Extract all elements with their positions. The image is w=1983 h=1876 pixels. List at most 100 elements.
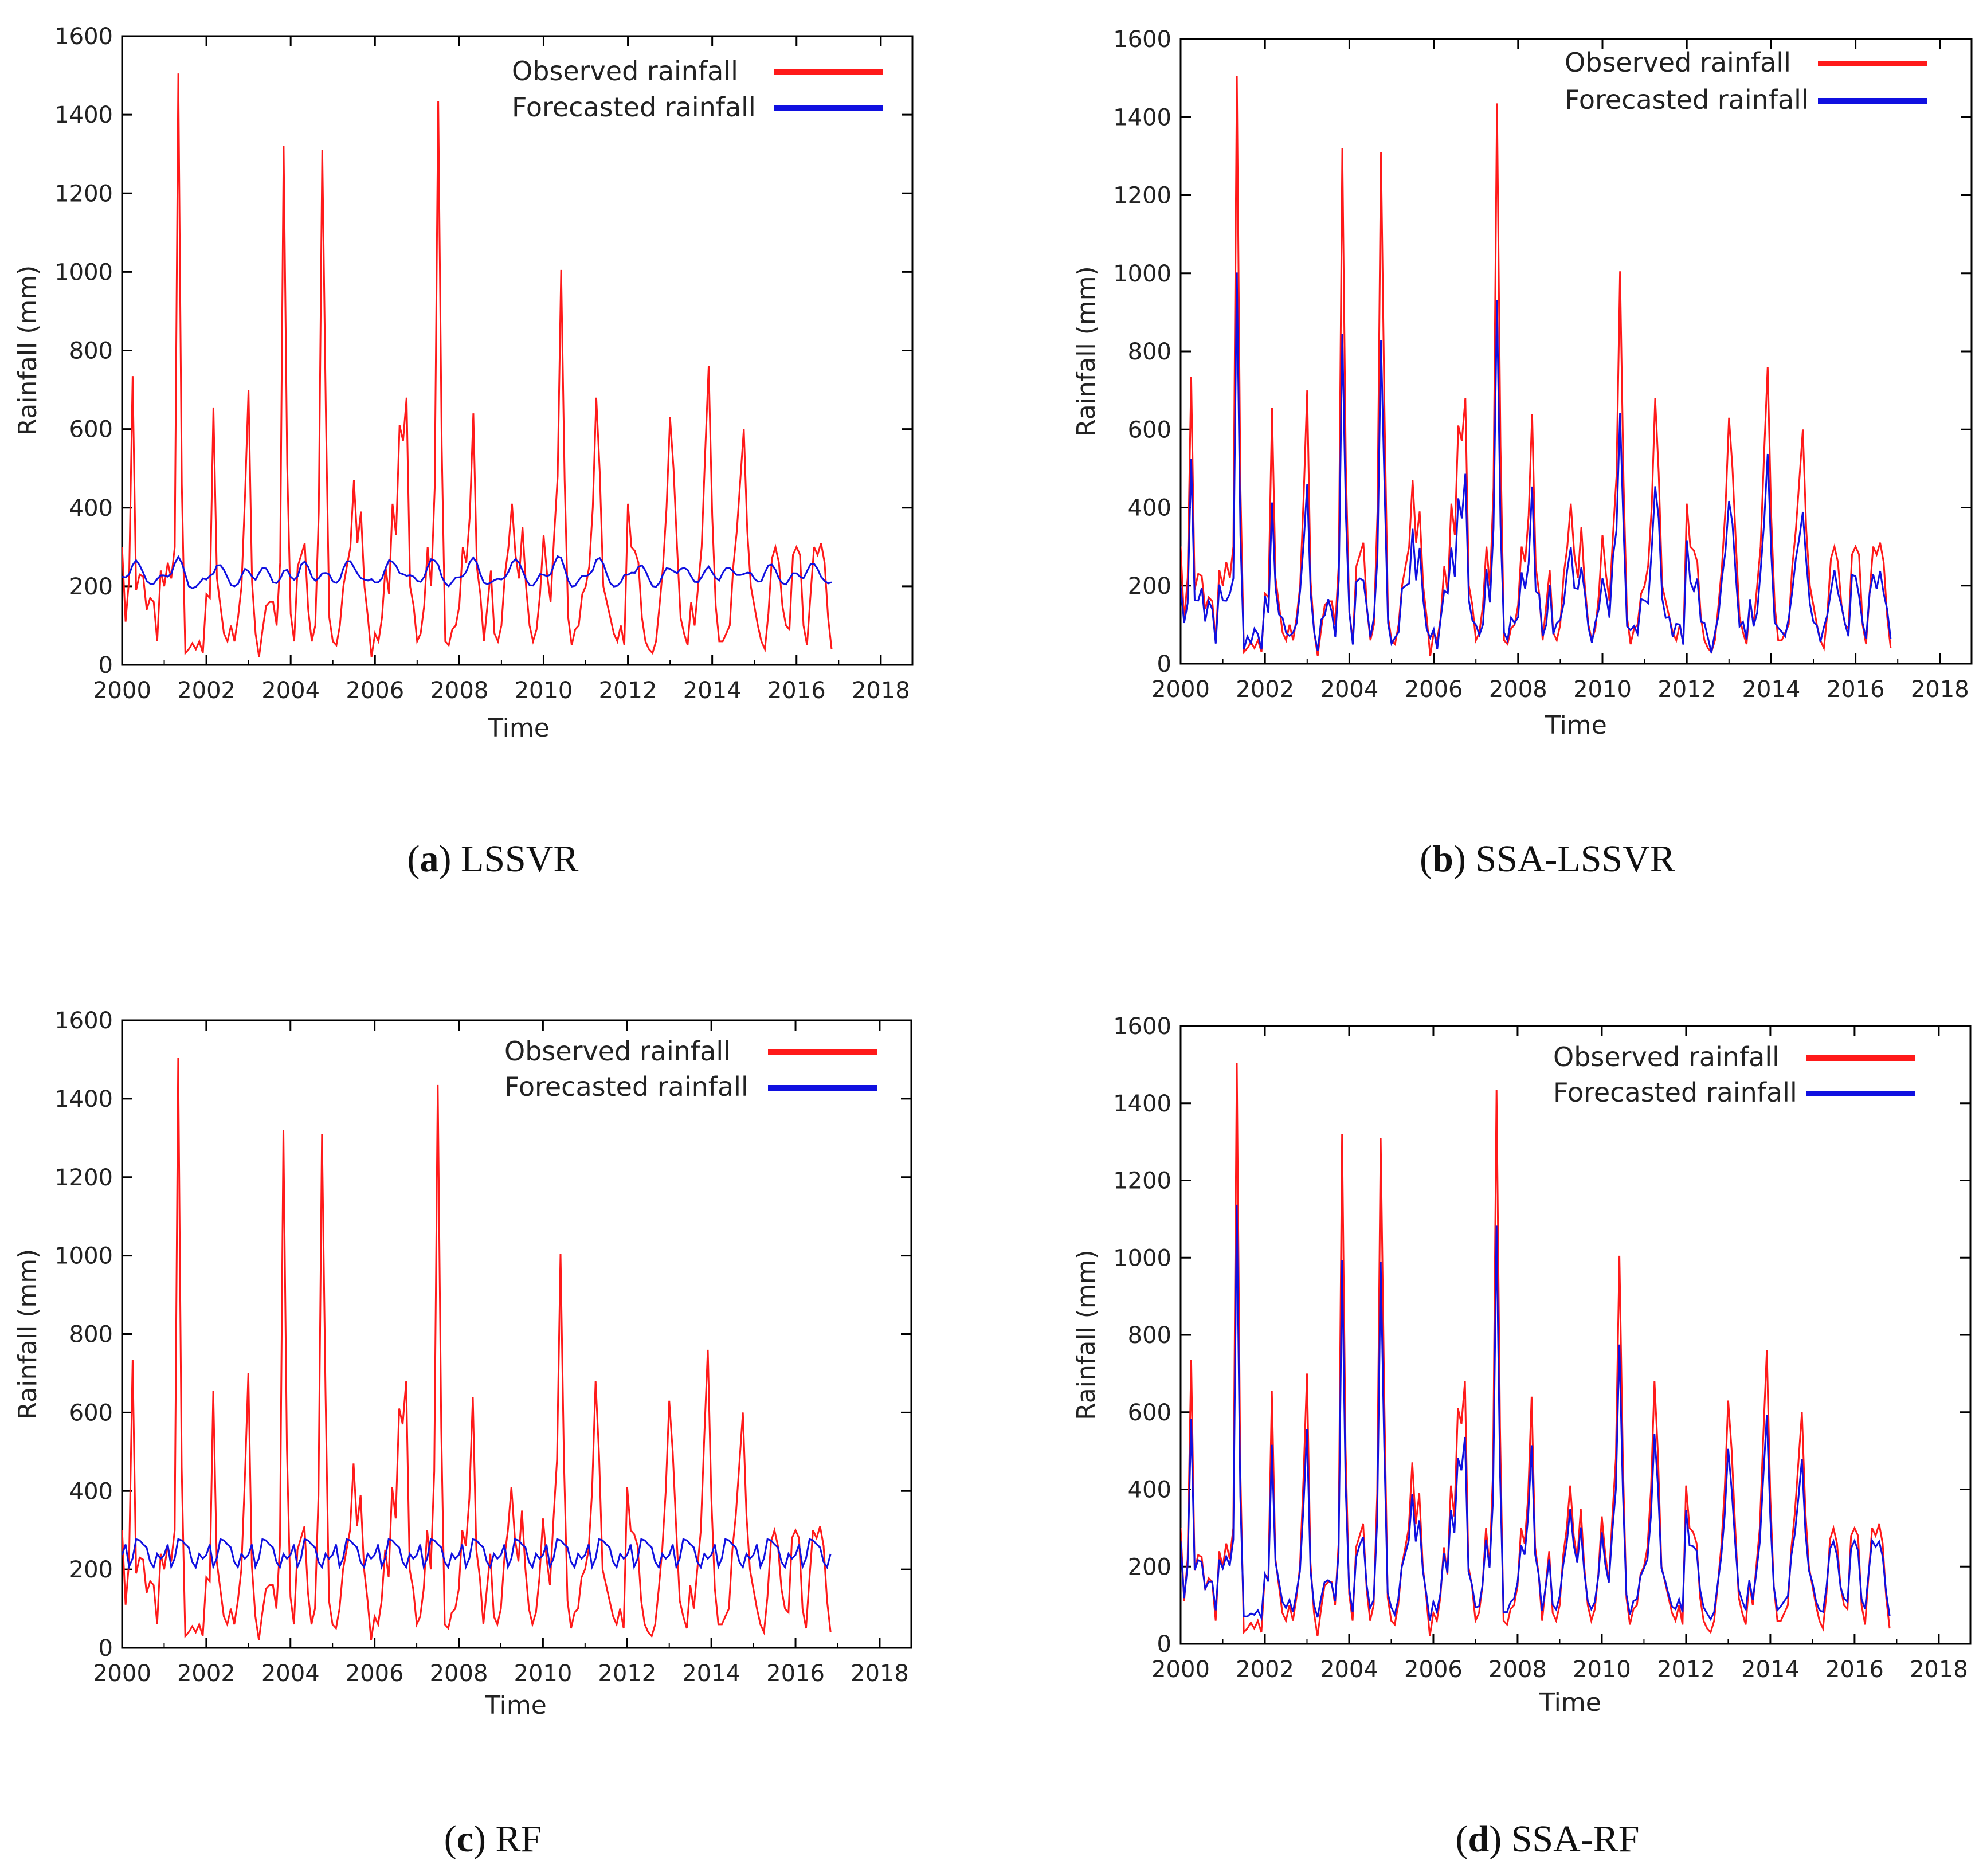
y-tick-label: 1600 [54,24,113,50]
y-tick-label: 1000 [54,1243,113,1270]
caption-letter: a [420,838,439,880]
x-axis-title: Time [1539,1688,1601,1717]
caption-close-paren: ) [1489,1818,1511,1860]
x-tick-label: 2012 [1657,1656,1715,1683]
x-tick-label: 2012 [598,1660,656,1687]
series-line-forecasted [1181,272,1892,653]
x-tick-label: 2006 [346,1660,404,1687]
x-tick-label: 2018 [851,1660,909,1687]
x-tick-label: 2008 [430,677,488,704]
y-tick-label: 1400 [1113,104,1171,131]
y-tick-label: 800 [1128,1322,1171,1349]
x-tick-label: 2008 [1488,1656,1547,1683]
caption-name: RF [496,1818,542,1860]
plot-frame [121,1019,912,1649]
legend-label-forecasted: Forecasted rainfall [504,1071,748,1102]
caption-open-paren: ( [1420,838,1432,880]
x-tick-label: 2018 [852,677,910,704]
x-tick-label: 2002 [1236,1656,1294,1683]
caption-letter: b [1432,838,1453,880]
y-tick-label: 1400 [1113,1091,1171,1117]
legend-label-forecasted: Forecasted rainfall [1553,1077,1797,1108]
x-tick-label: 2018 [1910,1656,1968,1683]
legend-label-observed: Observed rainfall [504,1036,731,1067]
x-tick-label: 2002 [177,1660,236,1687]
x-tick-label: 2006 [1405,676,1463,703]
y-tick-label: 1200 [54,181,113,207]
y-axis-title: Rainfall (mm) [13,265,42,436]
y-tick-label: 1000 [54,259,113,285]
caption-open-paren: ( [444,1818,457,1860]
y-tick-label: 0 [1157,651,1171,677]
y-axis-title: Rainfall (mm) [1072,1250,1101,1420]
x-tick-label: 2018 [1911,676,1969,703]
y-tick-label: 800 [1128,339,1171,365]
x-tick-label: 2008 [1489,676,1547,703]
y-tick-label: 1200 [1113,1168,1171,1194]
x-tick-label: 2010 [514,1660,573,1687]
caption-close-paren: ) [439,838,461,880]
caption-name: SSA-RF [1511,1818,1640,1860]
caption-open-paren: ( [1456,1818,1468,1860]
y-tick-label: 400 [69,1478,113,1505]
series-line-observed [122,1057,832,1640]
series-line-forecasted [122,555,832,589]
x-tick-label: 2006 [1404,1656,1463,1683]
y-tick-label: 400 [69,495,113,522]
chart-panel-lssvr: 0 200 400 600 800 1000 1200 1400 1600 2000 2002 200… [13,24,914,880]
caption-close-paren: ) [1453,838,1475,880]
y-tick-label: 600 [69,417,113,443]
x-tick-label: 2014 [1741,1656,1800,1683]
y-tick-label: 1200 [54,1165,113,1191]
x-tick-label: 2016 [1825,1656,1884,1683]
x-tick-label: 2000 [1151,1656,1210,1683]
y-tick-label: 1600 [54,1008,113,1034]
panel-caption: (a) LSSVR [407,838,579,880]
x-axis-title: Time [1545,711,1607,740]
x-axis-title: Time [484,1691,547,1720]
x-tick-label: 2010 [1573,1656,1631,1683]
y-axis-title: Rainfall (mm) [13,1249,42,1420]
plot-frame [1179,1025,1972,1645]
y-tick-label: 600 [69,1400,113,1426]
x-tick-label: 2014 [1742,676,1801,703]
x-tick-label: 2010 [1573,676,1632,703]
x-tick-label: 2012 [599,677,657,704]
y-tick-label: 1600 [1113,26,1171,53]
x-tick-label: 2002 [177,677,236,704]
y-tick-label: 0 [99,1635,113,1662]
series-line-observed [122,73,833,657]
caption-letter: d [1468,1818,1490,1860]
legend-label-observed: Observed rainfall [1565,47,1791,78]
x-tick-label: 2004 [261,677,320,704]
chart-panel-rf: 0 200 400 600 800 1000 1200 1400 1600 2000 2002 200… [13,1008,912,1860]
y-tick-label: 1200 [1113,183,1171,209]
y-tick-label: 200 [69,1557,113,1583]
y-tick-label: 1000 [1113,261,1171,287]
y-tick-label: 600 [1128,1400,1171,1426]
x-tick-label: 2016 [767,677,826,704]
x-tick-label: 2014 [683,677,742,704]
x-tick-label: 2016 [766,1660,825,1687]
y-tick-label: 600 [1128,417,1171,443]
panel-caption: (c) RF [444,1818,542,1860]
y-tick-label: 1400 [54,1086,113,1113]
y-tick-label: 400 [1128,495,1171,522]
caption-letter: c [457,1818,473,1860]
x-tick-label: 2000 [93,677,151,704]
y-tick-label: 1000 [1113,1245,1171,1271]
x-axis-title: Time [487,714,550,743]
y-tick-label: 0 [99,652,113,679]
x-tick-label: 2008 [430,1660,488,1687]
x-tick-label: 2012 [1657,676,1716,703]
x-tick-label: 2004 [1320,1656,1378,1683]
caption-open-paren: ( [407,838,420,880]
chart-panel-ssa-lssvr: 0 200 400 600 800 1000 1200 1400 1600 2000 2002 200… [1072,26,1973,880]
y-tick-label: 1400 [54,102,113,128]
y-tick-label: 800 [69,1322,113,1348]
y-tick-label: 800 [69,338,113,365]
y-tick-label: 400 [1128,1477,1171,1503]
x-tick-label: 2006 [346,677,404,704]
x-tick-label: 2004 [261,1660,320,1687]
